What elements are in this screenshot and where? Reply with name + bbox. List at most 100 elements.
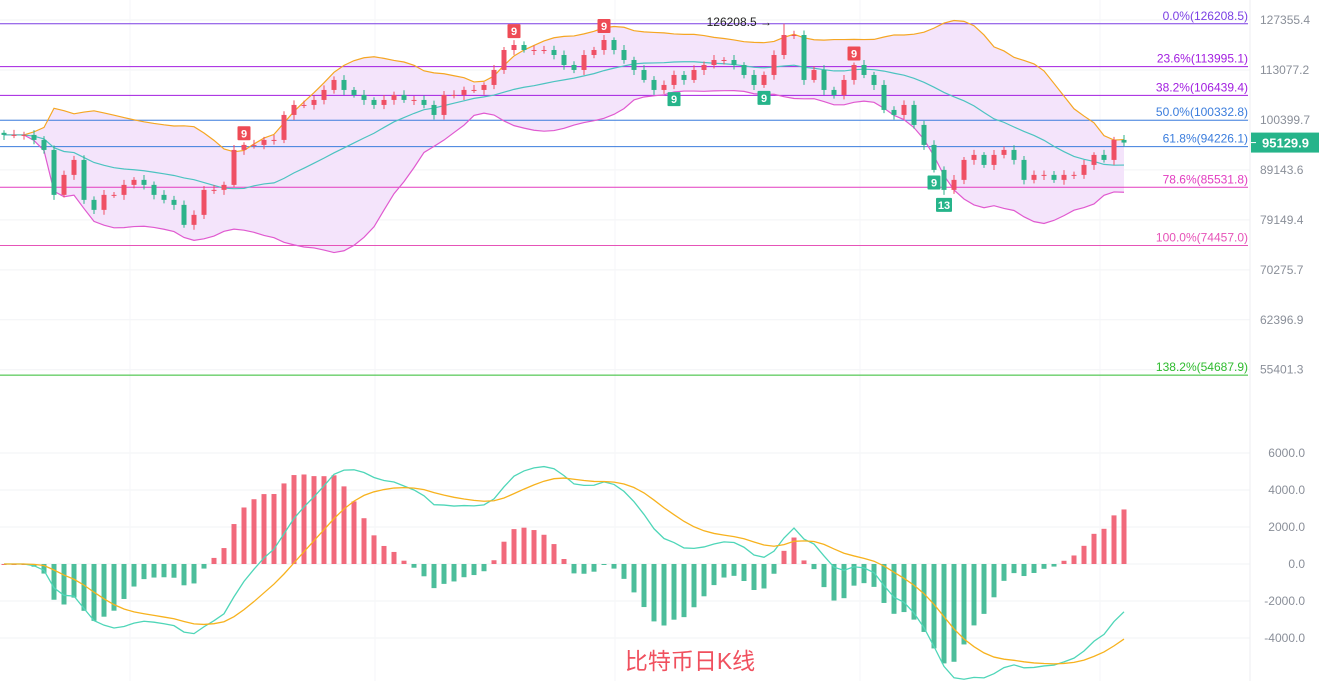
candle-body [971, 154, 977, 160]
td-marker-label: 9 [671, 94, 677, 106]
fib-label: 61.8%(94226.1) [1163, 132, 1248, 146]
candle [431, 100, 437, 120]
candle [771, 50, 777, 80]
candle [221, 181, 227, 195]
candle [851, 62, 857, 85]
macd-histogram-bar [791, 537, 797, 564]
candle-body [1121, 139, 1127, 143]
candle [581, 50, 587, 76]
macd-histogram-bar [811, 564, 817, 570]
candle [801, 30, 807, 85]
candle-body [261, 139, 267, 145]
macd-histogram-bar [281, 483, 287, 564]
candle-body [991, 154, 997, 165]
macd-histogram-bar [381, 545, 387, 564]
macd-histogram-bar [731, 564, 737, 576]
macd-histogram-bar [461, 564, 467, 578]
candle [141, 174, 147, 190]
td-marker-label: 9 [511, 26, 517, 38]
candle [331, 76, 337, 94]
macd-histogram-bar [781, 550, 787, 564]
candle [701, 61, 707, 76]
candle [1031, 170, 1037, 184]
macd-histogram-bar [861, 564, 867, 584]
macd-histogram-bar [551, 544, 557, 564]
macd-histogram-bar [1001, 564, 1007, 581]
candle [121, 179, 127, 200]
candle-body [481, 84, 487, 90]
candle [961, 156, 967, 185]
macd-histogram-bar [831, 564, 837, 601]
td-sequential-marker [237, 126, 251, 141]
macd-histogram-bar [741, 564, 747, 581]
candle-body [631, 59, 637, 70]
candle [641, 65, 647, 83]
macd-histogram-bar [451, 564, 457, 582]
candle [541, 45, 547, 54]
macd-histogram-bar [651, 564, 657, 622]
candle [291, 100, 297, 121]
candle [131, 177, 137, 189]
price-axis-tick: 70275.7 [1260, 263, 1304, 277]
candle-body [561, 54, 567, 65]
candle-body [351, 89, 357, 95]
candle [81, 155, 87, 204]
candle-body [551, 49, 557, 55]
td-marker-label: 9 [601, 21, 607, 33]
candle-body [1031, 174, 1037, 180]
candle [401, 90, 407, 103]
td-sequential-marker [507, 24, 521, 39]
macd-histogram-bar [881, 564, 887, 603]
candle-body [761, 74, 767, 85]
price-axis-tick: 79149.4 [1260, 213, 1304, 227]
macd-histogram-bar [611, 564, 617, 569]
macd-histogram-bar [1101, 528, 1107, 564]
macd-axis-tick: -4000.0 [1264, 631, 1305, 645]
candle [1021, 155, 1027, 185]
candle [381, 94, 387, 110]
macd-histogram-bar [431, 564, 437, 589]
candle [781, 23, 787, 60]
macd-histogram-bar [1011, 564, 1017, 574]
candle-body [1111, 139, 1117, 160]
macd-histogram-bar [541, 534, 547, 564]
candle [361, 89, 367, 105]
candle [981, 152, 987, 168]
candle [551, 45, 557, 60]
macd-histogram-bar [1121, 509, 1127, 564]
candle [101, 189, 107, 215]
macd-histogram-bar [581, 564, 587, 574]
candle [661, 80, 667, 94]
candle-body [541, 49, 547, 51]
candle-body [721, 59, 727, 61]
candle-body [881, 84, 887, 110]
candle [731, 54, 737, 70]
macd-histogram-bar [411, 564, 417, 568]
macd-histogram-bar [671, 564, 677, 620]
macd-histogram-bar [761, 564, 767, 589]
macd-histogram-bar [691, 564, 697, 608]
candle [921, 120, 927, 150]
candle [601, 34, 607, 55]
candle [591, 46, 597, 59]
candle-body [331, 79, 337, 90]
macd-histogram-bar [301, 474, 307, 564]
candle [181, 200, 187, 228]
candle-body [651, 79, 657, 90]
price-axis-tick: 62396.9 [1260, 313, 1304, 327]
candle-body [471, 89, 477, 91]
candle-body [811, 69, 817, 80]
candle-body [821, 69, 827, 90]
macd-histogram-bar [1071, 555, 1077, 564]
macd-histogram-bar [81, 564, 87, 611]
candle-body [141, 179, 147, 185]
candle [671, 70, 677, 90]
candle [391, 91, 397, 105]
candle [621, 45, 627, 64]
macd-histogram-bar [801, 560, 807, 564]
candle-body [981, 154, 987, 165]
macd-histogram-bar [171, 564, 177, 578]
candle-body [11, 134, 17, 136]
candle [971, 149, 977, 165]
